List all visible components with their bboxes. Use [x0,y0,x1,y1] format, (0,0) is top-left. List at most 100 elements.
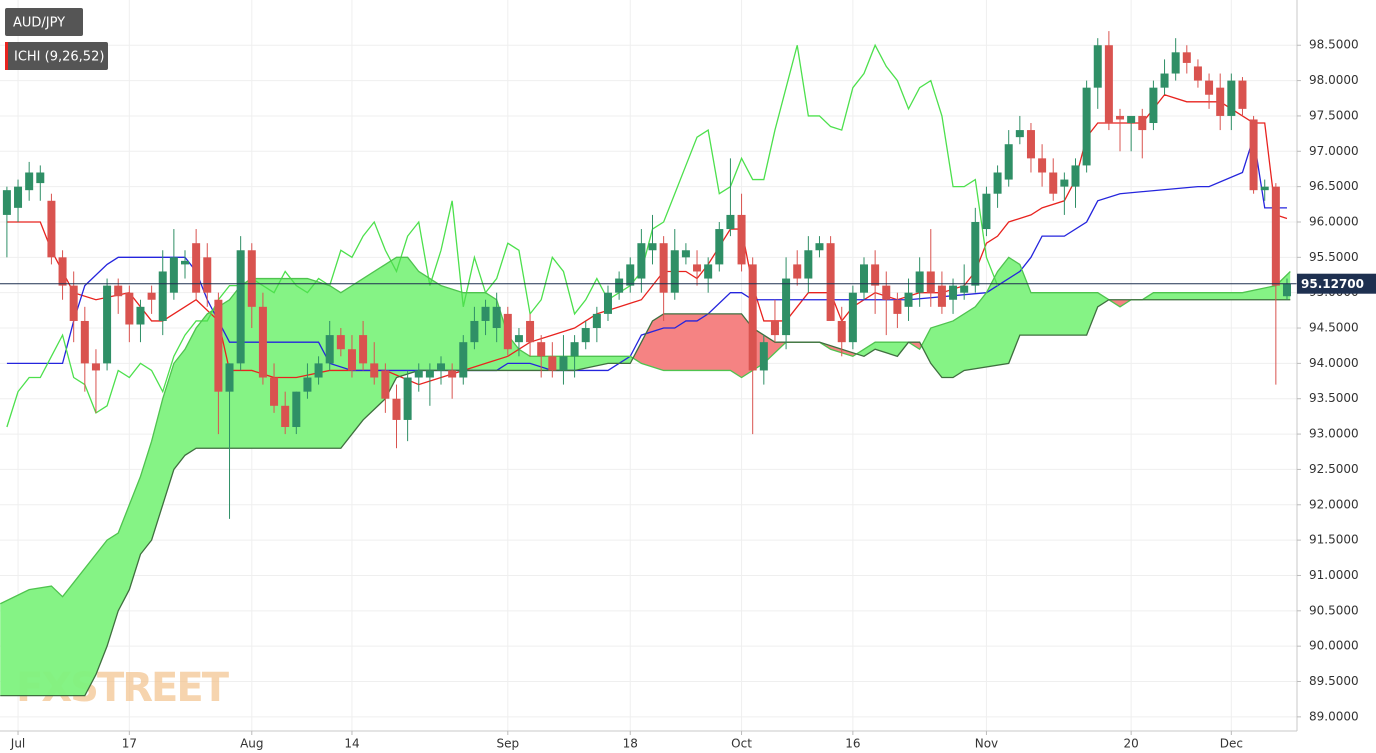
x-tick-label: 20 [1124,737,1139,751]
candle [503,306,512,357]
candle-body [370,363,379,378]
candle [693,250,702,286]
candle-body [737,214,746,265]
y-tick-label: 94.5000 [1309,321,1359,335]
candle [837,306,846,357]
y-tick-label: 94.0000 [1309,356,1359,370]
candle [1171,38,1180,81]
y-tick-label: 90.5000 [1309,603,1359,617]
candle-body [548,356,557,371]
candle [592,306,601,343]
badge-marker [5,42,8,70]
candle [136,299,145,343]
x-tick-label: Aug [240,737,263,751]
candle [1049,158,1058,201]
candle [793,250,802,286]
candle [114,278,123,314]
y-tick-label: 92.5000 [1309,462,1359,476]
candle [949,278,958,314]
candle [626,257,635,293]
candle [448,363,457,399]
candle [381,363,390,413]
indicator-label: ICHI (9,26,52) [14,50,104,65]
candle [25,161,34,201]
candle [960,264,969,300]
candle-body [1193,66,1202,81]
x-tick-label: Jul [10,737,25,751]
candle [915,257,924,307]
candle-body [247,250,256,307]
indicator-badge: ICHI (9,26,52) [5,42,108,70]
candle [514,328,523,357]
symbol-badge: AUD/JPY [5,8,83,36]
candle-body [1004,144,1013,180]
candle-body [848,292,857,343]
candle-body [759,342,768,371]
candle-body [1171,52,1180,74]
candle-body [448,370,457,378]
candle [1160,59,1169,95]
candle-body [481,306,490,321]
candle [1282,278,1291,300]
candle [770,299,779,343]
indicator-line [6,43,999,428]
cloud-fill [1108,299,1131,307]
candle-body [136,306,145,325]
x-tick-label: Sep [496,737,519,751]
candle-body [1182,52,1191,63]
candle [1015,115,1024,145]
candle [670,229,679,300]
candle-body [603,292,612,314]
candle-body [125,292,134,325]
candle-body [292,391,301,428]
candle [303,363,312,399]
candle [481,299,490,336]
x-tick-label: 18 [623,737,638,751]
candle [559,335,568,385]
cloud-fill [921,257,1109,378]
candle [581,320,590,350]
y-tick-label: 89.5000 [1309,674,1359,688]
candle-body [403,377,412,420]
candle [36,165,45,201]
candle-body [1227,80,1236,116]
candle [1038,144,1047,187]
candle [1216,73,1225,131]
candle-body [325,335,334,364]
candle-body [859,264,868,293]
candle-body [1127,115,1136,124]
candle-body [314,363,323,378]
candle [815,236,824,258]
candle-body [1249,119,1258,191]
candle [782,257,791,350]
candle-body [659,243,668,293]
candle [203,243,212,307]
candle [370,342,379,385]
candle [437,356,446,385]
candle-body [715,229,724,265]
candle [325,320,334,371]
candle-body [258,306,267,378]
y-tick-label: 91.5000 [1309,533,1359,547]
candle-body [982,193,991,230]
candle [91,349,100,413]
candle-body [960,285,969,293]
candle [737,193,746,272]
candle [236,236,245,371]
candle-body [359,335,368,364]
candle [1138,108,1147,159]
candle-body [882,285,891,300]
candle-body [414,370,423,378]
y-tick-label: 93.0000 [1309,427,1359,441]
y-tick-label: 91.0000 [1309,568,1359,582]
candle [314,356,323,385]
candle-body [626,264,635,286]
candle [292,391,301,435]
candle-body [1026,130,1035,159]
candle [1149,80,1158,131]
candle-body [826,243,835,321]
candle-body [14,186,23,208]
candle [392,384,401,449]
price-label: 95.12700 [1301,277,1364,291]
candle-body [103,285,112,364]
